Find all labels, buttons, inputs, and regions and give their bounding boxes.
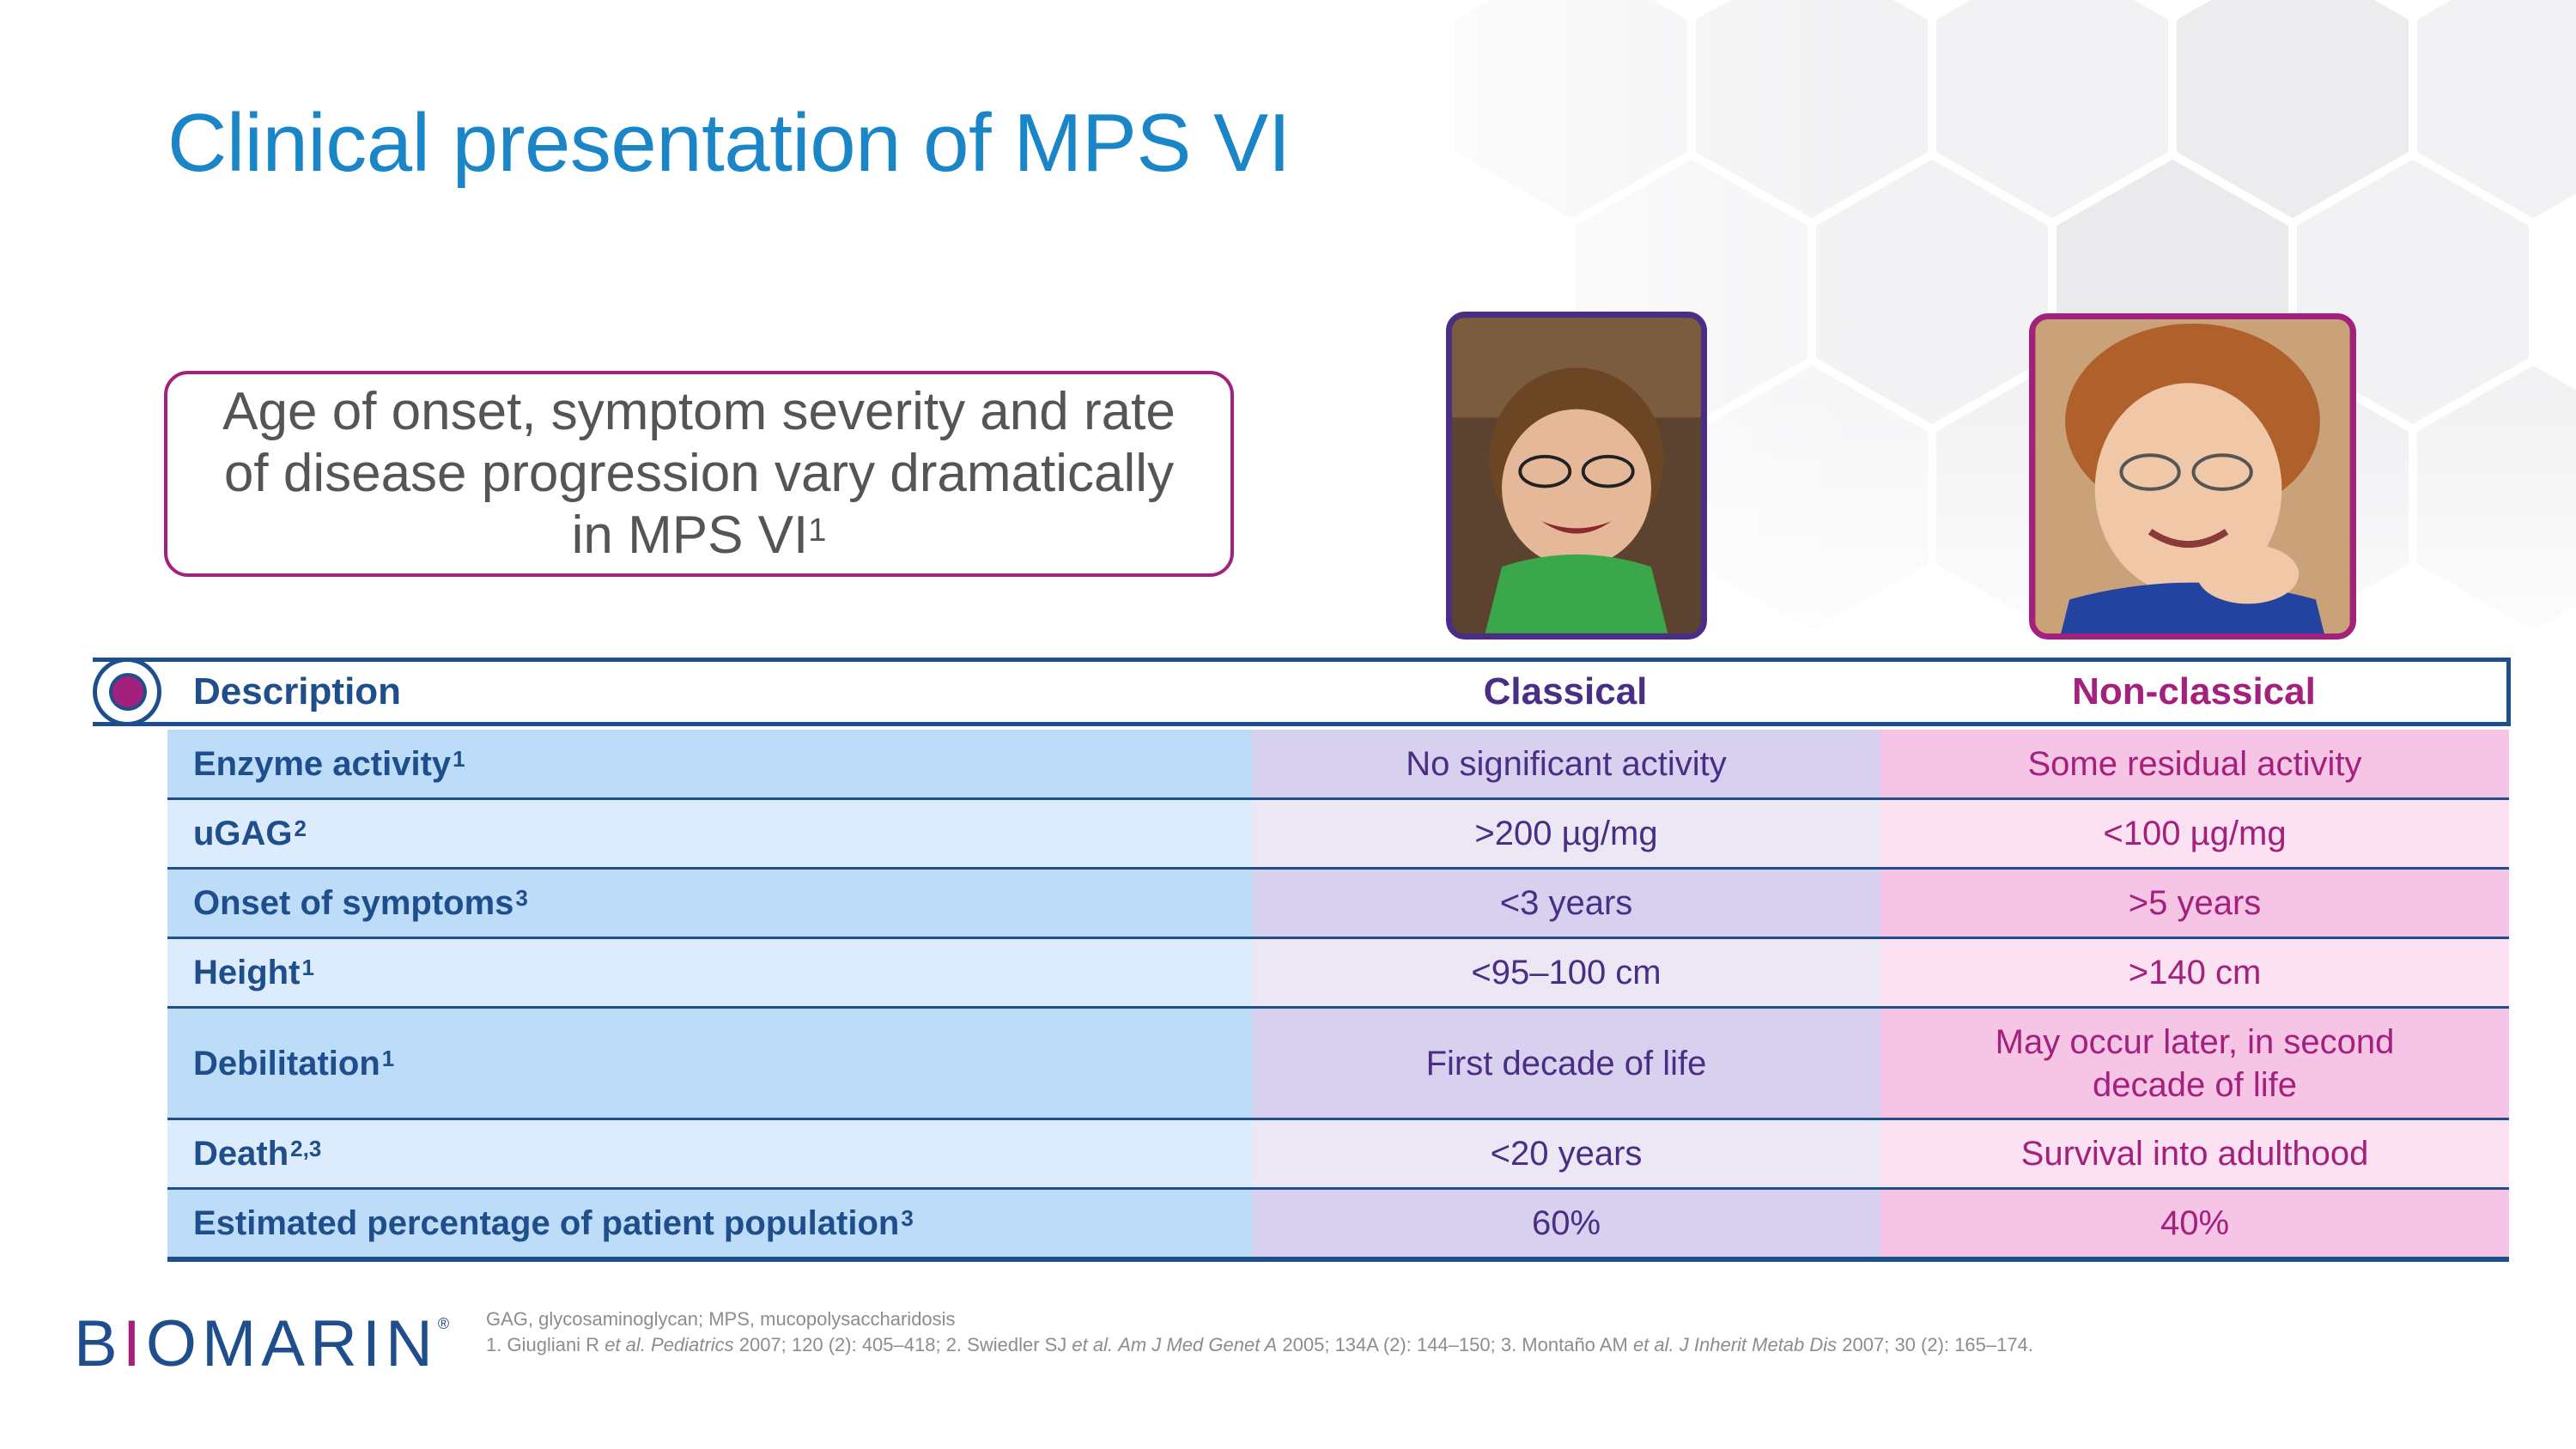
header-nonclassical: Non-classical bbox=[2072, 670, 2316, 712]
table-row: Estimated percentage of patient populati… bbox=[167, 1190, 2509, 1262]
header-classical: Classical bbox=[1483, 670, 1648, 712]
row-label: Estimated percentage of patient populati… bbox=[167, 1190, 1252, 1257]
references-note: 1. Giugliani R et al. Pediatrics 2007; 1… bbox=[486, 1334, 2033, 1355]
nonclassical-cell: Survival into adulthood bbox=[1880, 1120, 2509, 1187]
nonclassical-cell: May occur later, in second decade of lif… bbox=[1880, 1009, 2509, 1118]
biomarin-logo: BIOMARIN® bbox=[74, 1307, 450, 1380]
row-label: Onset of symptoms 3 bbox=[167, 870, 1252, 937]
slide-title: Clinical presentation of MPS VI bbox=[167, 97, 1291, 189]
classical-cell: 60% bbox=[1252, 1190, 1880, 1257]
comparison-table: Enzyme activity 1 No significant activity… bbox=[167, 730, 2509, 1262]
nonclassical-cell: >5 years bbox=[1880, 870, 2509, 937]
classical-cell: No significant activity bbox=[1252, 730, 1880, 797]
classical-cell: <95–100 cm bbox=[1252, 939, 1880, 1006]
table-header-row bbox=[93, 658, 2511, 726]
table-row: Enzyme activity 1 No significant activity… bbox=[167, 730, 2509, 800]
classical-patient-photo bbox=[1446, 312, 1707, 640]
table-row: uGAG 2 >200 µg/mg <100 µg/mg bbox=[167, 800, 2509, 870]
classical-cell: <20 years bbox=[1252, 1120, 1880, 1187]
row-label: Debilitation 1 bbox=[167, 1009, 1252, 1118]
classical-cell: First decade of life bbox=[1252, 1009, 1880, 1118]
table-row: Onset of symptoms 3 <3 years >5 years bbox=[167, 870, 2509, 939]
nonclassical-patient-photo bbox=[2029, 313, 2356, 640]
classical-cell: <3 years bbox=[1252, 870, 1880, 937]
row-label: Death 2,3 bbox=[167, 1120, 1252, 1187]
bullet-dot-icon bbox=[112, 676, 143, 707]
header-description: Description bbox=[193, 670, 402, 712]
row-label: Height 1 bbox=[167, 939, 1252, 1006]
nonclassical-cell: Some residual activity bbox=[1880, 730, 2509, 797]
callout-text: Age of onset, symptom severity and rate … bbox=[222, 382, 1176, 565]
nonclassical-cell: >140 cm bbox=[1880, 939, 2509, 1006]
row-label: uGAG 2 bbox=[167, 800, 1252, 867]
footnotes: GAG, glycosaminoglycan; MPS, mucopolysac… bbox=[486, 1307, 2033, 1358]
table-row: Death 2,3 <20 years Survival into adultho… bbox=[167, 1120, 2509, 1190]
table-row: Height 1 <95–100 cm >140 cm bbox=[167, 939, 2509, 1009]
nonclassical-cell: 40% bbox=[1880, 1190, 2509, 1257]
row-label: Enzyme activity 1 bbox=[167, 730, 1252, 797]
table-row: Debilitation 1 First decade of life May o… bbox=[167, 1009, 2509, 1120]
nonclassical-cell: <100 µg/mg bbox=[1880, 800, 2509, 867]
callout-box: Age of onset, symptom severity and rate … bbox=[164, 371, 1234, 577]
abbreviations-note: GAG, glycosaminoglycan; MPS, mucopolysac… bbox=[486, 1308, 956, 1330]
classical-cell: >200 µg/mg bbox=[1252, 800, 1880, 867]
